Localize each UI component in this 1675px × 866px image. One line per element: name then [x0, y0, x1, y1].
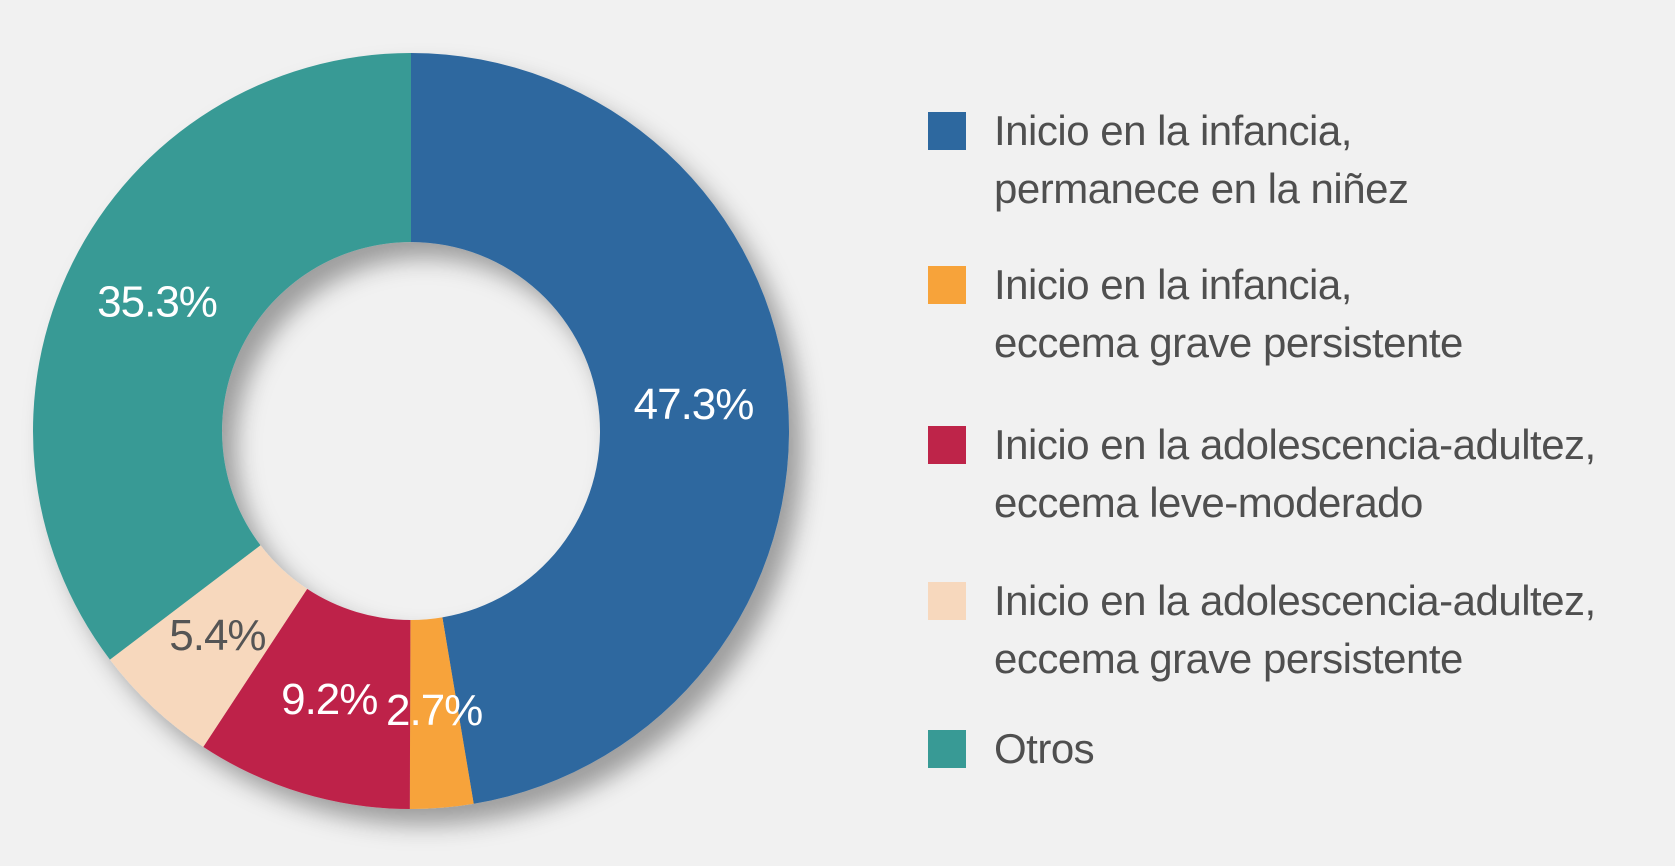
legend-swatch — [928, 426, 966, 464]
donut-slice — [203, 588, 411, 809]
legend-label: Inicio en la adolescencia-adultez, eccem… — [994, 421, 1596, 526]
legend-swatch — [928, 112, 966, 150]
legend-label: Inicio en la adolescencia-adultez, eccem… — [994, 577, 1596, 682]
legend-swatch — [928, 730, 966, 768]
legend-swatch — [928, 266, 966, 304]
donut-slice — [32, 53, 412, 660]
slice-value-label: 47.3% — [634, 380, 754, 429]
legend-swatch — [928, 582, 966, 620]
slice-value-label: 2.7% — [386, 686, 482, 735]
legend-label: Otros — [994, 725, 1095, 772]
donut-slice — [411, 53, 789, 804]
legend-label: Inicio en la infancia, eccema grave pers… — [994, 261, 1463, 366]
slice-value-label: 9.2% — [281, 675, 377, 724]
legend-item: Inicio en la infancia, eccema grave pers… — [928, 256, 1463, 372]
slice-value-label: 35.3% — [97, 278, 217, 327]
legend-item: Otros — [928, 720, 1095, 778]
donut-chart: 47.3% 2.7%9.2% 5.4% 35.3% — [32, 53, 789, 809]
donut-slice — [409, 617, 474, 809]
legend-item: Inicio en la adolescencia-adultez, eccem… — [928, 416, 1596, 532]
legend-item: Inicio en la infancia, permanece en la n… — [928, 102, 1409, 218]
donut-slice — [109, 545, 308, 747]
legend-label: Inicio en la infancia, permanece en la n… — [994, 107, 1409, 212]
legend-item: Inicio en la adolescencia-adultez, eccem… — [928, 572, 1596, 688]
slice-value-label: 5.4% — [169, 611, 265, 660]
